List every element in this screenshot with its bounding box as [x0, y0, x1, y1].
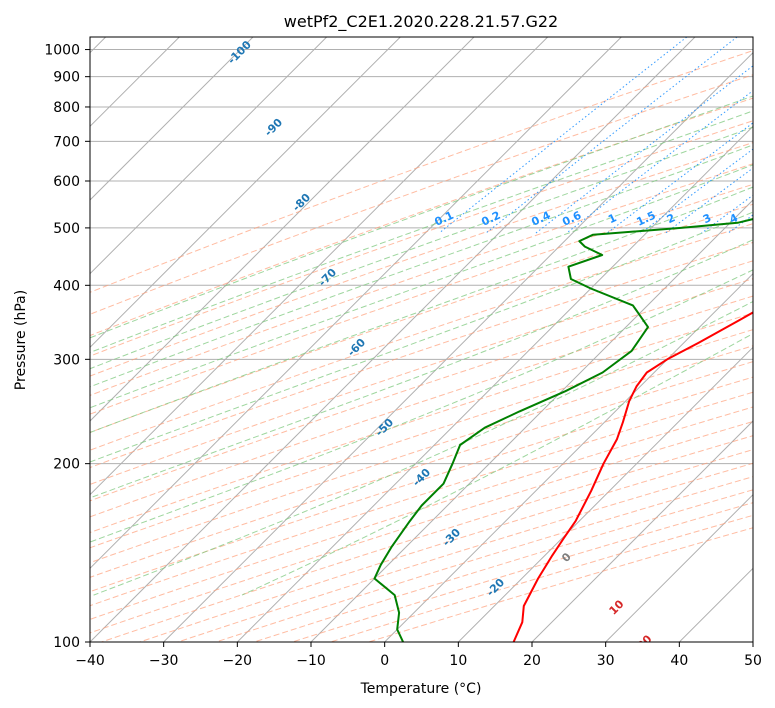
y-tick-label: 800 — [53, 100, 80, 116]
isotherm-line — [384, 272, 753, 642]
dry-adiabat-line — [90, 376, 753, 593]
profile-lines — [373, 218, 753, 642]
isotherm-line — [531, 420, 753, 642]
temperature-profile-line — [512, 311, 753, 642]
moist-adiabat-line — [90, 144, 753, 388]
dry-adiabat-line — [90, 163, 753, 396]
y-axis-ticks: 100 200 300 400 500 600 700 800 900 1000 — [44, 43, 90, 651]
isotherm-line — [90, 37, 475, 422]
x-tick-label: −10 — [296, 653, 326, 669]
dry-adiabat-line — [90, 345, 753, 564]
isotherm-line — [236, 125, 753, 642]
x-tick-label: −40 — [75, 653, 105, 669]
moist-adiabat-line — [90, 126, 753, 370]
y-tick-label: 1000 — [44, 43, 80, 59]
dry-adiabat-line — [90, 391, 753, 607]
x-tick-label: 10 — [449, 653, 467, 669]
x-tick-label: 50 — [744, 653, 762, 669]
x-tick-label: 30 — [597, 653, 615, 669]
isotherm-label: 20 — [635, 632, 655, 652]
dry-adiabat-line — [90, 241, 753, 469]
dry-adiabat-line — [90, 278, 753, 502]
y-tick-label: 200 — [53, 457, 80, 473]
isotherm-line — [90, 37, 549, 496]
isotherm-line — [90, 37, 401, 349]
y-tick-label: 700 — [53, 134, 80, 150]
isotherm-line — [457, 346, 753, 642]
moist-adiabat-line — [90, 269, 753, 543]
dry-adiabat-line — [90, 142, 753, 377]
dry-adiabat-line — [90, 50, 753, 293]
chart-title: wetPf2_C2E1.2020.228.21.57.G22 — [284, 12, 558, 32]
background-lines — [90, 37, 753, 642]
dry-adiabat-line — [90, 183, 753, 415]
isotherm-line — [90, 37, 254, 201]
x-tick-label: −30 — [149, 653, 179, 669]
x-axis-ticks: −40 −30 −20 −10 0 10 20 30 40 50 — [75, 642, 762, 669]
x-axis-label: Temperature (°C) — [360, 681, 482, 697]
y-tick-label: 400 — [53, 278, 80, 294]
plot-frame — [89, 36, 754, 643]
mixing-ratio-line — [606, 122, 753, 234]
moist-adiabat-line — [93, 300, 753, 596]
x-tick-label: 20 — [523, 653, 541, 669]
dry-adiabat-line — [90, 329, 753, 549]
x-tick-label: −20 — [223, 653, 253, 669]
moist-adiabat-line — [90, 186, 753, 434]
y-tick-label: 100 — [53, 635, 80, 651]
mixing-ratio-line — [566, 90, 753, 234]
dry-adiabat-line — [90, 295, 753, 518]
y-tick-label: 500 — [53, 221, 80, 237]
moist-adiabat-line — [90, 164, 753, 409]
dry-adiabat-line — [90, 74, 753, 315]
dry-adiabat-line — [90, 97, 753, 337]
x-tick-label: 40 — [670, 653, 688, 669]
isotherm-line — [163, 51, 753, 642]
y-tick-label: 300 — [53, 352, 80, 368]
isotherm-line — [90, 37, 328, 275]
dry-adiabat-line — [90, 260, 753, 485]
y-tick-label: 600 — [53, 174, 80, 190]
y-axis-label: Pressure (hPa) — [13, 290, 29, 390]
mixing-ratio-line — [535, 65, 753, 234]
moist-adiabat-line — [90, 110, 753, 354]
x-tick-label: 0 — [380, 653, 389, 669]
isotherm-line — [90, 37, 696, 642]
mixing-ratio-line — [438, 37, 688, 234]
dewpoint-profile-line — [373, 218, 753, 642]
y-tick-label: 900 — [53, 70, 80, 86]
isotherm-line — [90, 37, 622, 570]
